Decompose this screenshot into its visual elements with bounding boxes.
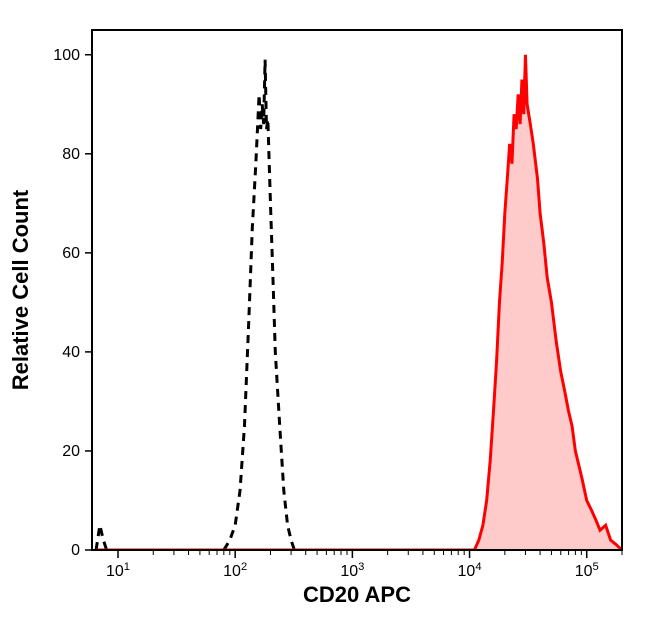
x-axis-label: CD20 APC <box>303 582 411 607</box>
x-tick-label: 101 <box>106 561 130 580</box>
series-line-control <box>96 60 294 550</box>
x-tick-label: 104 <box>458 561 482 580</box>
flow-cytometry-histogram: 0 20 40 60 80 100 101 102 103 104 105 Relative Cell… <box>0 0 646 641</box>
y-tick-label: 20 <box>62 443 80 460</box>
y-tick-label: 100 <box>53 47 80 64</box>
series-fill-stained <box>96 55 622 550</box>
y-tick-label: 0 <box>71 542 80 559</box>
x-tick-label: 105 <box>575 561 599 580</box>
chart-svg: 0 20 40 60 80 100 101 102 103 104 105 Relative Cell… <box>0 0 646 641</box>
y-tick-label: 60 <box>62 245 80 262</box>
x-tick-label: 103 <box>340 561 364 580</box>
y-tick-label: 40 <box>62 344 80 361</box>
y-tick-label: 80 <box>62 146 80 163</box>
x-tick-label: 102 <box>223 561 247 580</box>
y-axis-label: Relative Cell Count <box>8 189 33 390</box>
